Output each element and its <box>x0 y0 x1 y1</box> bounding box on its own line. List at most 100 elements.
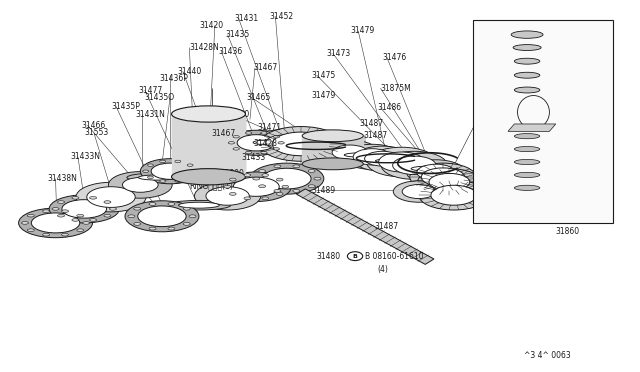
Ellipse shape <box>321 140 379 164</box>
Bar <box>473 20 613 223</box>
Text: 31436: 31436 <box>218 47 243 56</box>
Ellipse shape <box>192 170 198 173</box>
Circle shape <box>348 252 363 260</box>
Ellipse shape <box>149 227 156 230</box>
Ellipse shape <box>58 201 65 203</box>
Ellipse shape <box>233 135 239 138</box>
Ellipse shape <box>515 72 540 78</box>
Ellipse shape <box>515 185 540 190</box>
Ellipse shape <box>379 152 424 172</box>
Ellipse shape <box>61 210 68 212</box>
Ellipse shape <box>168 227 175 230</box>
Text: 31479: 31479 <box>312 91 336 100</box>
Ellipse shape <box>175 160 181 163</box>
Ellipse shape <box>138 206 186 227</box>
Ellipse shape <box>406 160 465 185</box>
Ellipse shape <box>125 201 199 232</box>
Ellipse shape <box>244 197 251 200</box>
Ellipse shape <box>230 192 236 195</box>
Ellipse shape <box>43 210 50 212</box>
Ellipse shape <box>234 177 279 196</box>
Ellipse shape <box>62 200 106 218</box>
Ellipse shape <box>230 178 236 181</box>
Ellipse shape <box>61 233 68 236</box>
Ellipse shape <box>175 180 181 182</box>
Text: 00922-12800: 00922-12800 <box>194 169 244 178</box>
Ellipse shape <box>49 195 119 223</box>
Text: 31452: 31452 <box>269 12 293 21</box>
Ellipse shape <box>302 130 364 142</box>
Ellipse shape <box>138 175 177 180</box>
Ellipse shape <box>90 219 97 221</box>
Ellipse shape <box>276 192 283 195</box>
Text: 31467: 31467 <box>253 63 277 72</box>
Ellipse shape <box>259 170 266 173</box>
Ellipse shape <box>172 106 246 122</box>
Ellipse shape <box>28 229 35 231</box>
Text: 31473: 31473 <box>326 49 351 58</box>
Ellipse shape <box>87 187 135 208</box>
Text: 31875M: 31875M <box>381 84 412 93</box>
Ellipse shape <box>417 164 455 180</box>
Ellipse shape <box>52 208 59 210</box>
Ellipse shape <box>242 138 300 147</box>
Ellipse shape <box>353 149 392 165</box>
Ellipse shape <box>376 159 411 163</box>
Ellipse shape <box>274 189 281 192</box>
Ellipse shape <box>187 176 193 179</box>
Ellipse shape <box>332 145 368 160</box>
Polygon shape <box>508 124 556 131</box>
Ellipse shape <box>431 185 477 205</box>
Ellipse shape <box>127 173 188 182</box>
Ellipse shape <box>140 159 200 184</box>
Ellipse shape <box>381 151 447 179</box>
Ellipse shape <box>261 151 267 154</box>
Ellipse shape <box>429 173 470 190</box>
Ellipse shape <box>515 160 540 164</box>
Text: B 08160-61610: B 08160-61610 <box>365 251 423 261</box>
Polygon shape <box>296 189 434 264</box>
Ellipse shape <box>221 172 291 202</box>
Ellipse shape <box>224 185 230 188</box>
Ellipse shape <box>19 208 93 238</box>
Ellipse shape <box>28 214 35 217</box>
Text: 31863: 31863 <box>524 183 548 192</box>
Ellipse shape <box>237 135 275 151</box>
Ellipse shape <box>515 147 540 152</box>
Ellipse shape <box>421 168 465 186</box>
Ellipse shape <box>172 169 246 185</box>
Ellipse shape <box>314 177 321 180</box>
Text: 31428: 31428 <box>253 139 278 148</box>
Ellipse shape <box>90 196 97 199</box>
Text: 31438N: 31438N <box>47 174 77 183</box>
Text: B: B <box>353 254 358 259</box>
Ellipse shape <box>344 153 380 157</box>
Text: 31872: 31872 <box>524 41 548 50</box>
Ellipse shape <box>31 213 80 233</box>
Ellipse shape <box>276 178 283 181</box>
Ellipse shape <box>365 157 421 165</box>
Text: 31864: 31864 <box>524 152 548 161</box>
Text: 31873: 31873 <box>524 57 548 66</box>
Ellipse shape <box>515 58 540 64</box>
Ellipse shape <box>147 176 154 179</box>
Ellipse shape <box>394 181 444 202</box>
Ellipse shape <box>134 207 141 210</box>
Ellipse shape <box>515 134 540 139</box>
Ellipse shape <box>183 207 190 210</box>
Ellipse shape <box>83 222 90 224</box>
Text: 31486: 31486 <box>378 103 401 112</box>
Ellipse shape <box>411 166 449 171</box>
Ellipse shape <box>515 172 540 177</box>
Ellipse shape <box>183 222 190 225</box>
Text: 31460: 31460 <box>226 110 250 119</box>
Text: 31465: 31465 <box>246 93 271 102</box>
Ellipse shape <box>76 182 146 212</box>
Ellipse shape <box>253 177 260 180</box>
Ellipse shape <box>72 219 79 221</box>
Ellipse shape <box>58 214 65 217</box>
Text: 31436P: 31436P <box>159 74 188 83</box>
Ellipse shape <box>399 164 461 173</box>
Ellipse shape <box>77 214 84 217</box>
Ellipse shape <box>511 31 543 38</box>
